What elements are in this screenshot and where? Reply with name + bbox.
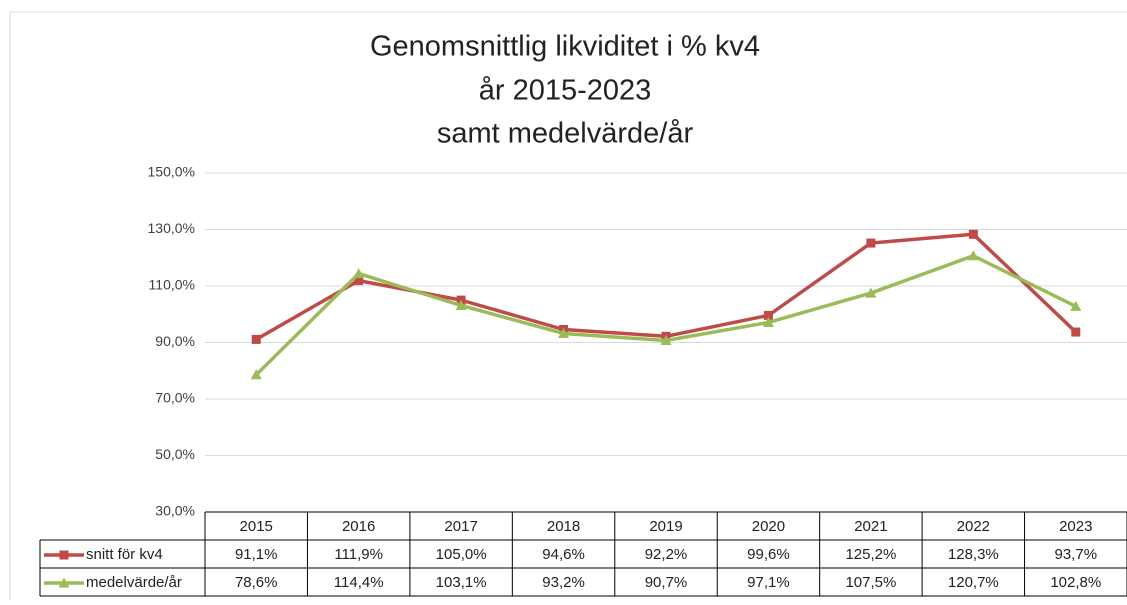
marker (250, 369, 262, 380)
x-tick-label: 2015 (240, 518, 273, 535)
y-tick-label: 90,0% (155, 333, 195, 349)
marker (763, 310, 773, 320)
value-label: 105,0% (436, 546, 487, 563)
marker (455, 299, 467, 310)
y-tick-label: 130,0% (148, 220, 195, 236)
value-label: 107,5% (845, 574, 896, 591)
marker (1070, 300, 1082, 311)
x-tick-label: 2022 (957, 518, 990, 535)
value-label: 93,7% (1055, 546, 1098, 563)
y-tick-label: 150,0% (148, 164, 195, 180)
y-tick-label: 110,0% (149, 277, 195, 293)
marker (353, 268, 365, 279)
value-label: 92,2% (645, 546, 688, 563)
chart-title: samt medelvärde/år (437, 118, 694, 150)
value-label: 102,8% (1050, 574, 1101, 591)
value-label: 114,4% (334, 574, 384, 591)
marker (558, 327, 570, 338)
x-tick-label: 2020 (752, 518, 785, 535)
marker (58, 577, 70, 588)
marker (865, 287, 877, 298)
marker (59, 550, 69, 560)
y-tick-label: 30,0% (155, 503, 195, 519)
y-tick-label: 70,0% (155, 390, 195, 406)
value-label: 128,3% (948, 546, 999, 563)
value-label: 120,7% (948, 574, 999, 591)
value-label: 103,1% (436, 574, 487, 591)
x-tick-label: 2021 (854, 518, 887, 535)
value-label: 99,6% (747, 546, 790, 563)
value-label: 94,6% (542, 546, 585, 563)
x-tick-label: 2018 (547, 518, 580, 535)
value-label: 78,6% (235, 574, 278, 591)
value-label: 90,7% (645, 574, 688, 591)
x-tick-label: 2017 (444, 518, 477, 535)
x-tick-label: 2016 (342, 518, 375, 535)
chart-title: år 2015-2023 (479, 75, 652, 107)
value-label: 93,2% (542, 574, 585, 591)
marker (968, 229, 978, 239)
marker (354, 276, 364, 286)
x-tick-label: 2019 (649, 518, 682, 535)
x-tick-label: 2023 (1059, 518, 1092, 535)
value-label: 125,2% (845, 546, 896, 563)
marker (866, 238, 876, 248)
legend-label: snitt för kv4 (86, 546, 163, 563)
value-label: 97,1% (747, 574, 790, 591)
legend-label: medelvärde/år (86, 574, 182, 591)
marker (1071, 327, 1081, 337)
y-tick-label: 50,0% (155, 446, 195, 462)
marker (660, 335, 672, 346)
marker (251, 334, 261, 344)
chart-title: Genomsnittlig likviditet i % kv4 (370, 31, 760, 63)
marker (967, 250, 979, 261)
value-label: 91,1% (235, 546, 278, 563)
marker (762, 316, 774, 327)
value-label: 111,9% (334, 546, 383, 563)
chart-frame (9, 11, 1127, 605)
